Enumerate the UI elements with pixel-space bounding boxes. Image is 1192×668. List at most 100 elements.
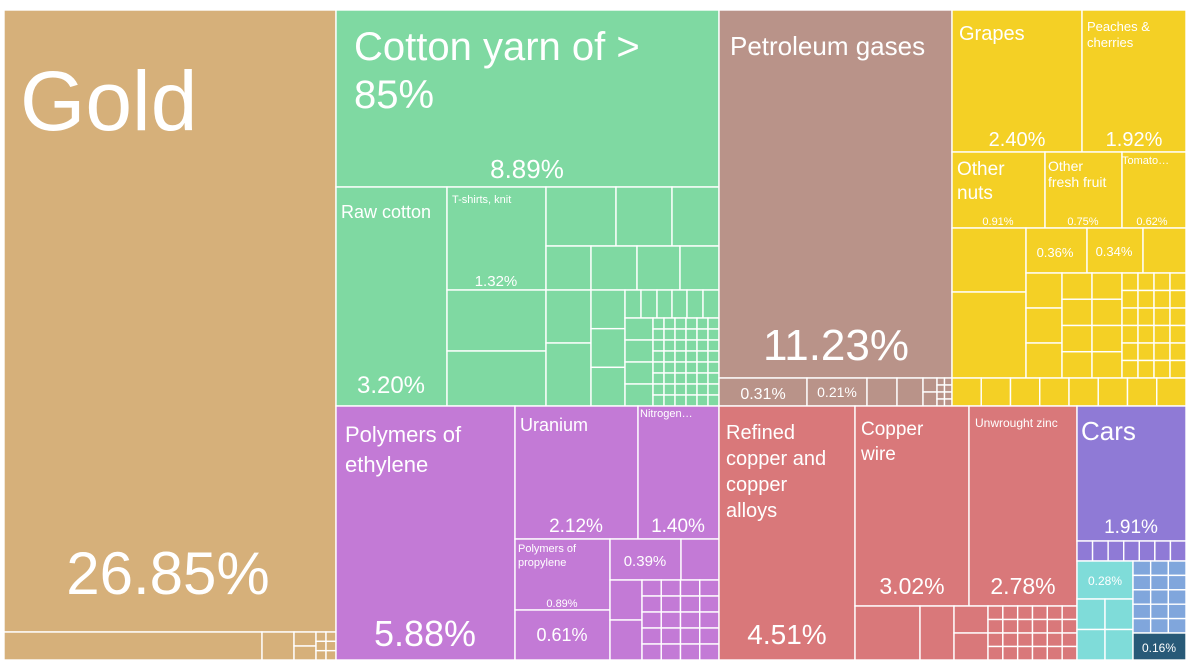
minor-tile bbox=[315, 640, 327, 652]
tile-label-peaches-cherries: cherries bbox=[1087, 35, 1134, 50]
tile-label-refined-copper: alloys bbox=[726, 500, 777, 522]
tile-label-polymers-of-propylene: propylene bbox=[518, 557, 566, 569]
tile-polymers-of-propylene bbox=[514, 538, 611, 611]
tile-grapes bbox=[951, 9, 1083, 153]
minor-tile bbox=[685, 328, 698, 341]
minor-tile bbox=[699, 627, 720, 645]
minor-tile bbox=[1016, 632, 1034, 648]
minor-tile bbox=[1149, 589, 1170, 605]
minor-tile bbox=[1039, 377, 1070, 407]
minor-tile bbox=[641, 643, 662, 661]
minor-tile bbox=[446, 289, 547, 352]
minor-tile bbox=[663, 394, 676, 407]
minor-tile bbox=[1025, 272, 1063, 309]
tile-other-nuts bbox=[951, 151, 1046, 229]
minor-tile bbox=[707, 394, 720, 407]
minor-tile bbox=[663, 317, 676, 330]
tile-share-chemicals-061: 0.61% bbox=[536, 625, 587, 645]
minor-tile bbox=[1061, 618, 1078, 634]
minor-tile bbox=[1104, 598, 1134, 631]
minor-tile bbox=[1149, 560, 1170, 577]
minor-tile bbox=[1132, 589, 1152, 605]
minor-tile bbox=[1169, 272, 1187, 292]
minor-tile bbox=[609, 579, 643, 621]
minor-tile bbox=[636, 245, 681, 291]
minor-tile bbox=[293, 631, 317, 647]
minor-tile bbox=[1167, 574, 1187, 591]
minor-tile bbox=[652, 361, 665, 374]
tile-share-peaches-cherries: 1.92% bbox=[1106, 129, 1163, 151]
minor-tile bbox=[1169, 540, 1187, 562]
minor-tile bbox=[1025, 342, 1063, 379]
minor-tile bbox=[1137, 307, 1155, 327]
minor-tile bbox=[1025, 307, 1063, 344]
minor-tile bbox=[663, 350, 676, 363]
tile-label-cotton-yarn: 85% bbox=[354, 73, 434, 117]
minor-tile bbox=[652, 372, 665, 385]
minor-tile bbox=[896, 377, 924, 407]
minor-tile bbox=[1091, 351, 1123, 379]
minor-tile bbox=[590, 289, 626, 330]
minor-tile bbox=[953, 605, 989, 634]
minor-tile bbox=[663, 372, 676, 385]
minor-tile bbox=[674, 317, 687, 330]
minor-tile bbox=[1169, 307, 1187, 327]
minor-tile bbox=[987, 605, 1004, 621]
minor-tile bbox=[685, 394, 698, 407]
minor-tile bbox=[641, 611, 662, 629]
minor-tile bbox=[679, 595, 701, 613]
minor-tile bbox=[1046, 645, 1063, 661]
minor-tile bbox=[624, 289, 642, 319]
tile-label-grapes: Grapes bbox=[959, 23, 1025, 45]
minor-tile bbox=[1061, 351, 1093, 379]
minor-tile bbox=[943, 384, 953, 393]
tile-vegetable-036 bbox=[1025, 227, 1088, 274]
minor-tile bbox=[936, 398, 946, 407]
minor-tile bbox=[943, 391, 953, 400]
minor-tile bbox=[1169, 342, 1187, 362]
minor-tile bbox=[696, 372, 709, 385]
minor-tile bbox=[1046, 618, 1063, 634]
minor-tile bbox=[446, 350, 547, 407]
minor-tile bbox=[293, 645, 317, 661]
minor-tile bbox=[325, 640, 337, 652]
minor-tile bbox=[707, 383, 720, 396]
minor-tile bbox=[1123, 540, 1140, 562]
minor-tile bbox=[685, 339, 698, 352]
tile-share-chemicals-039: 0.39% bbox=[624, 553, 667, 570]
minor-tile bbox=[699, 643, 720, 661]
tile-instruments-028 bbox=[1076, 560, 1134, 600]
minor-tile bbox=[663, 361, 676, 374]
minor-tile bbox=[660, 579, 682, 597]
minor-tile bbox=[1149, 617, 1170, 634]
minor-tile bbox=[1132, 574, 1152, 591]
minor-tile bbox=[1137, 289, 1155, 309]
minor-tile bbox=[671, 289, 688, 319]
minor-tile bbox=[1002, 605, 1019, 621]
tile-share-vegetable-036: 0.36% bbox=[1037, 245, 1074, 260]
tile-label-tomato: Tomato… bbox=[1122, 155, 1169, 167]
minor-tile bbox=[652, 317, 665, 330]
tile-nitrogen bbox=[637, 405, 720, 540]
minor-tile bbox=[1091, 324, 1123, 353]
minor-tile bbox=[987, 645, 1004, 661]
minor-tile bbox=[663, 328, 676, 341]
minor-tile bbox=[679, 579, 701, 597]
minor-tile bbox=[699, 595, 720, 613]
minor-tile bbox=[943, 377, 953, 386]
tile-label-other-fresh-fruit: Other bbox=[1048, 158, 1083, 174]
minor-tile bbox=[1137, 272, 1155, 292]
tile-share-misc-016: 0.16% bbox=[1142, 641, 1176, 655]
minor-tile bbox=[1061, 632, 1078, 648]
minor-tile bbox=[674, 383, 687, 396]
minor-tile bbox=[951, 291, 1027, 379]
minor-tile bbox=[1061, 298, 1093, 327]
minor-tile bbox=[1002, 645, 1019, 661]
minor-tile bbox=[1091, 272, 1123, 300]
minor-tile bbox=[1167, 589, 1187, 605]
minor-tile bbox=[680, 538, 720, 581]
minor-tile bbox=[922, 391, 938, 407]
minor-tile bbox=[1091, 298, 1123, 327]
minor-tile bbox=[1046, 632, 1063, 648]
minor-tile bbox=[1126, 377, 1158, 407]
